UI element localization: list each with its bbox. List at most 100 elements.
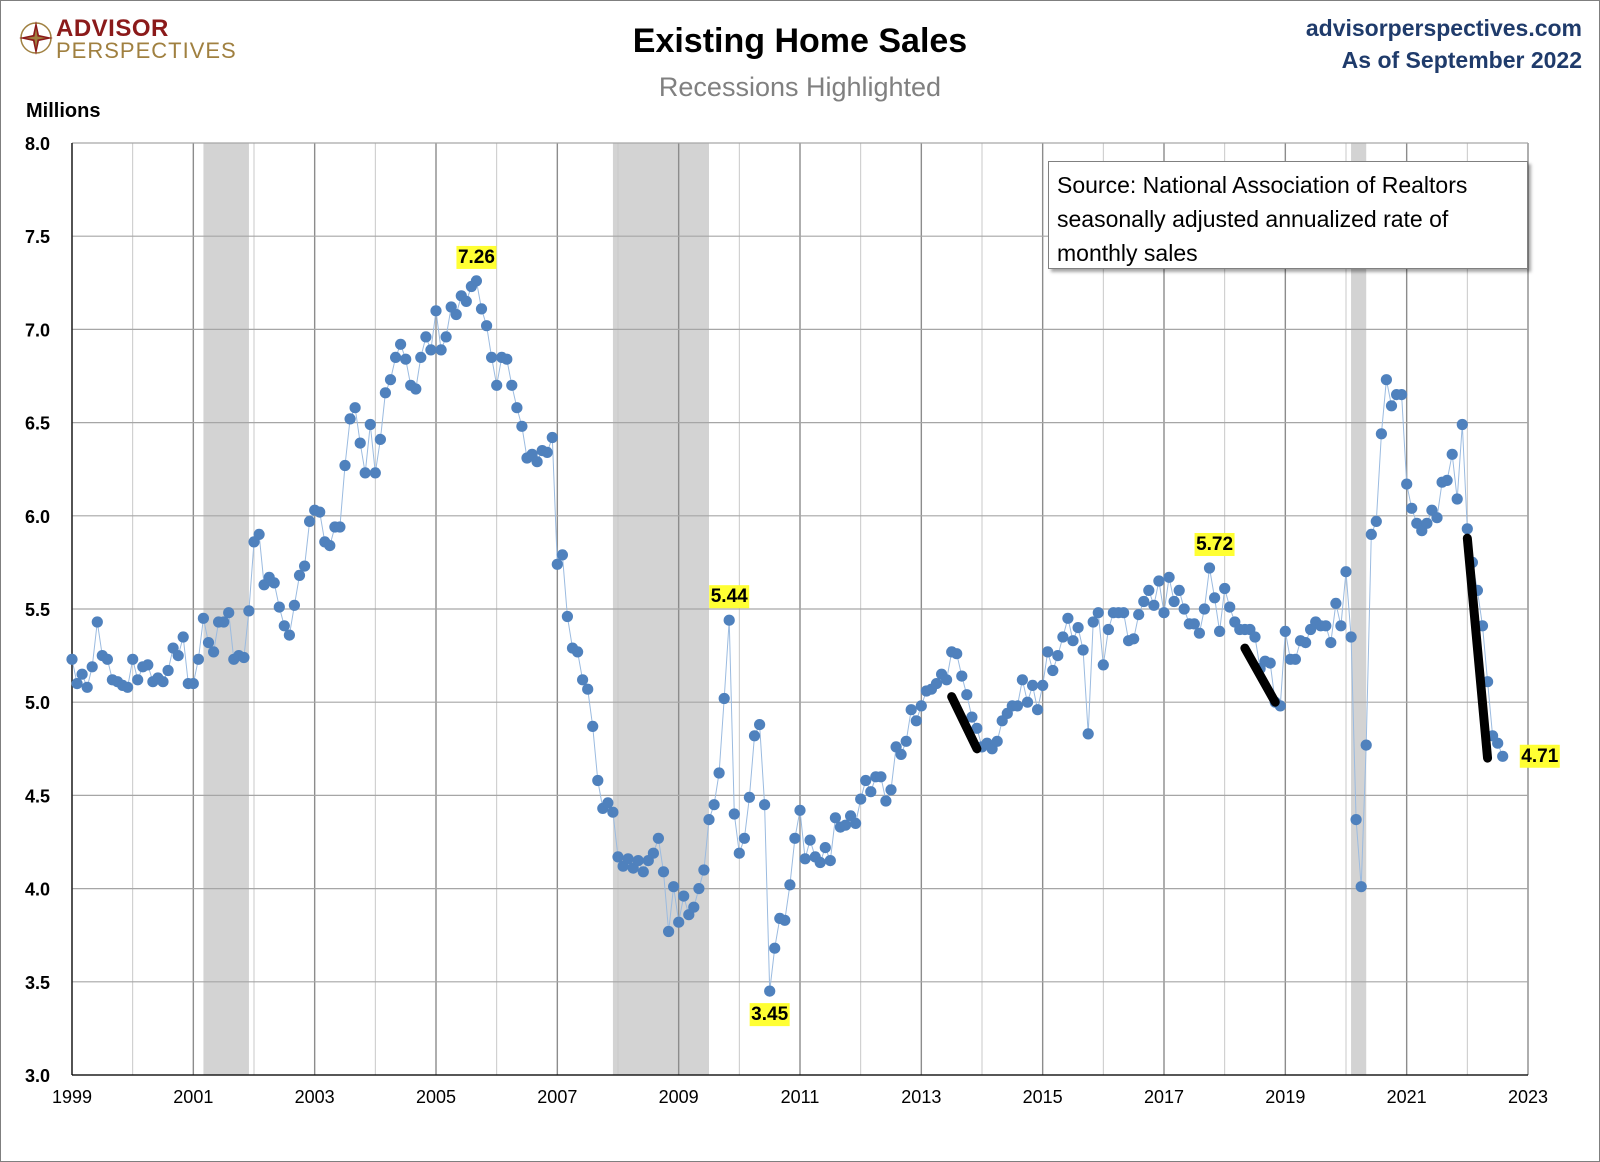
source-note-line-2: seasonally adjusted annualized rate of <box>1057 206 1449 232</box>
data-point <box>1057 631 1069 643</box>
data-point <box>1102 623 1114 636</box>
data-point <box>703 814 715 826</box>
data-point <box>1385 400 1398 412</box>
data-point <box>288 599 300 611</box>
data-point <box>1441 474 1453 486</box>
source-note-line-1: Source: National Association of Realtors <box>1057 172 1468 198</box>
data-point <box>602 797 614 809</box>
data-point <box>1072 622 1084 634</box>
data-point <box>1209 592 1221 604</box>
site-url[interactable]: advisorperspectives.com <box>1305 15 1582 41</box>
x-tick-label: 1999 <box>52 1087 92 1107</box>
data-point <box>1188 618 1200 630</box>
data-label: 5.44 <box>711 586 748 607</box>
data-point <box>349 402 361 414</box>
data-point <box>470 275 482 287</box>
data-point <box>819 842 831 854</box>
data-point <box>961 689 973 701</box>
data-point <box>1451 493 1463 505</box>
data-point <box>1203 562 1216 574</box>
data-point <box>293 569 306 582</box>
data-point <box>491 379 503 391</box>
data-point <box>440 331 452 343</box>
data-label: 7.26 <box>458 247 495 268</box>
data-point <box>1138 595 1150 608</box>
x-tick-label: 2015 <box>1023 1087 1063 1107</box>
data-point <box>379 387 391 399</box>
data-point <box>1052 650 1064 662</box>
data-point <box>1249 631 1261 643</box>
data-point <box>743 791 756 803</box>
data-point <box>723 614 735 626</box>
data-point <box>713 767 725 779</box>
y-axis-label: Millions <box>26 100 101 122</box>
data-point <box>132 674 144 686</box>
data-point <box>1355 881 1367 893</box>
data-point <box>202 637 215 649</box>
series-points <box>66 275 1509 997</box>
data-point <box>1456 418 1468 431</box>
data-point <box>283 629 295 641</box>
data-point <box>546 431 558 444</box>
data-label: 4.71 <box>1521 746 1558 767</box>
logo-text-advisor: ADVISOR <box>56 15 169 42</box>
y-tick-label: 6.0 <box>25 507 50 527</box>
data-label: 5.72 <box>1196 534 1233 555</box>
data-label-bg <box>456 245 497 269</box>
data-point <box>688 901 700 913</box>
data-point <box>738 832 751 844</box>
data-point <box>1042 646 1054 658</box>
data-label-bg <box>749 1003 790 1027</box>
data-point <box>1492 737 1504 749</box>
data-point <box>733 847 745 859</box>
data-point <box>829 812 842 824</box>
data-point <box>390 351 402 363</box>
data-point <box>657 866 670 878</box>
y-tick-label: 5.5 <box>25 600 50 620</box>
chart-title: Existing Home Sales <box>632 22 968 60</box>
data-point <box>1396 389 1408 401</box>
data-point <box>450 308 462 321</box>
data-point <box>268 577 280 589</box>
data-point <box>1219 582 1231 595</box>
y-tick-label: 4.0 <box>25 880 50 900</box>
data-point <box>369 467 381 479</box>
data-point <box>400 353 412 365</box>
data-point <box>855 793 867 805</box>
data-point <box>273 601 285 613</box>
data-point <box>197 612 209 624</box>
data-point <box>1375 428 1387 440</box>
data-point <box>1133 609 1145 621</box>
chart-subtitle: Recessions Highlighted <box>658 72 942 102</box>
data-point <box>1446 448 1458 460</box>
data-point <box>1153 575 1165 587</box>
data-point <box>632 855 644 867</box>
data-point <box>1320 620 1332 632</box>
data-point <box>223 607 235 619</box>
trend-mark-1 <box>947 692 982 754</box>
data-point <box>1143 584 1155 597</box>
data-point <box>1082 728 1094 740</box>
data-point <box>850 817 862 830</box>
data-point <box>142 659 154 671</box>
data-point <box>718 692 730 705</box>
data-point <box>86 661 98 673</box>
data-point <box>804 834 816 846</box>
data-point <box>1193 627 1205 639</box>
data-point <box>1178 603 1190 615</box>
data-point <box>1037 679 1049 692</box>
data-point <box>930 678 943 690</box>
data-point <box>1168 595 1180 608</box>
data-point <box>572 646 584 658</box>
x-tick-label: 2019 <box>1265 1087 1305 1107</box>
data-point <box>915 700 927 712</box>
data-point <box>1198 603 1210 615</box>
data-point <box>1027 679 1039 692</box>
data-point <box>698 864 710 876</box>
data-label-bg <box>1519 744 1560 768</box>
data-point <box>324 540 336 552</box>
data-point <box>652 832 665 844</box>
data-point <box>435 344 447 356</box>
data-point <box>1214 625 1226 638</box>
data-point <box>238 651 250 664</box>
